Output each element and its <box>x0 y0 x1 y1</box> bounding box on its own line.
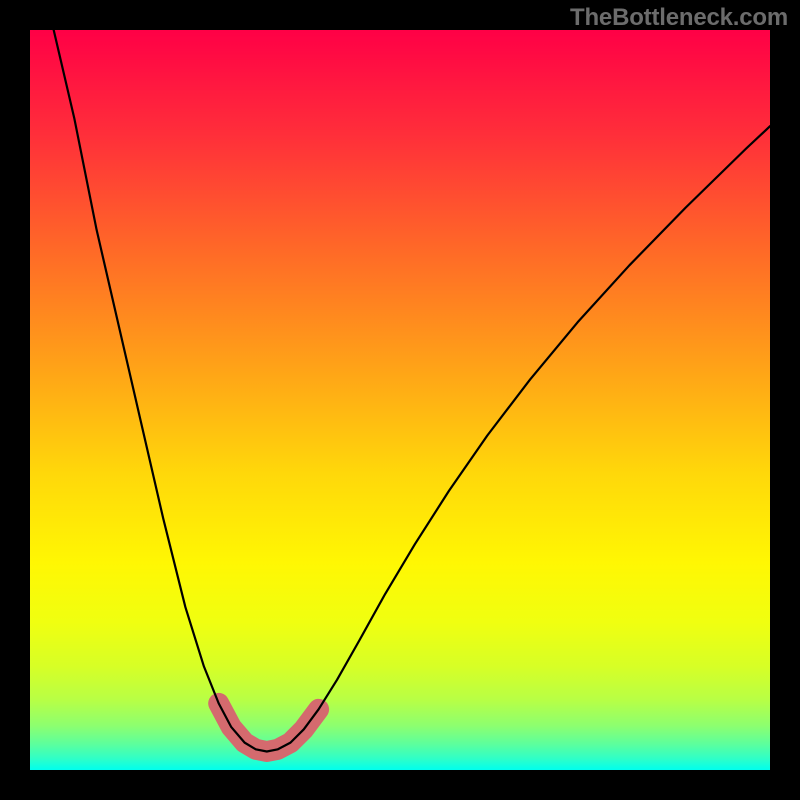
gradient-background <box>30 30 770 770</box>
plot-area <box>30 30 770 770</box>
watermark-text: TheBottleneck.com <box>570 4 788 32</box>
plot-svg <box>30 30 770 770</box>
outer-frame: TheBottleneck.com <box>0 0 800 800</box>
